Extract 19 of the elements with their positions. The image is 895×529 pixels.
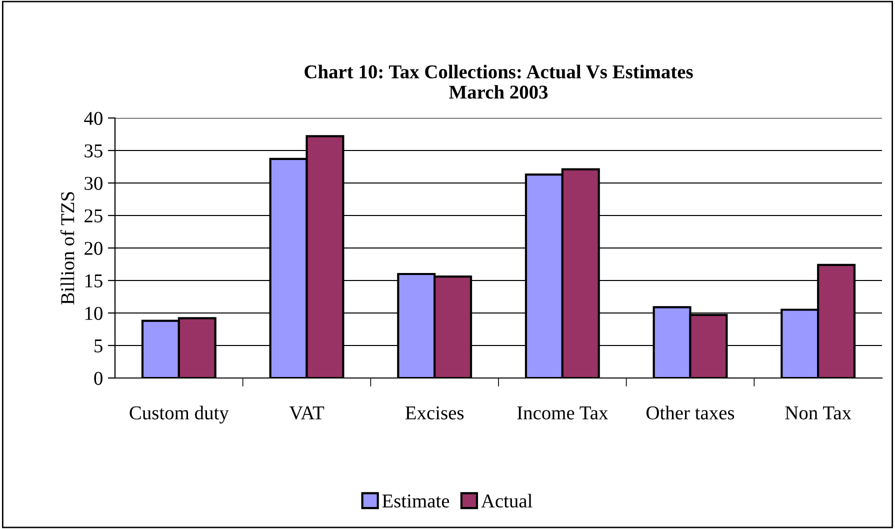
y-tick-label: 25 <box>84 209 102 222</box>
x-tick-label: Non Tax <box>785 406 852 420</box>
x-tick-label: VAT <box>289 406 324 420</box>
x-tick-label: Other taxes <box>646 406 734 420</box>
y-tick-label: 30 <box>84 176 102 190</box>
chart-title: Chart 10: Tax Collections: Actual Vs Estimates March 2003 <box>304 64 693 99</box>
legend-label: Estimate <box>382 494 450 508</box>
legend-label: Actual <box>481 494 532 508</box>
y-tick-label: 10 <box>85 306 102 320</box>
x-tick-label: Excises <box>405 406 464 420</box>
x-tick-label: Custom duty <box>130 406 229 424</box>
y-tick-label: 40 <box>84 112 102 125</box>
y-axis-title: Billion of TZS <box>60 192 74 305</box>
y-tick-label: 35 <box>84 144 102 158</box>
y-tick-label: 0 <box>94 372 102 385</box>
y-tick-label: 15 <box>85 274 102 288</box>
y-tick-label: 5 <box>94 340 102 352</box>
x-tick-label: Income Tax <box>517 406 608 420</box>
y-tick-label: 20 <box>84 242 102 255</box>
